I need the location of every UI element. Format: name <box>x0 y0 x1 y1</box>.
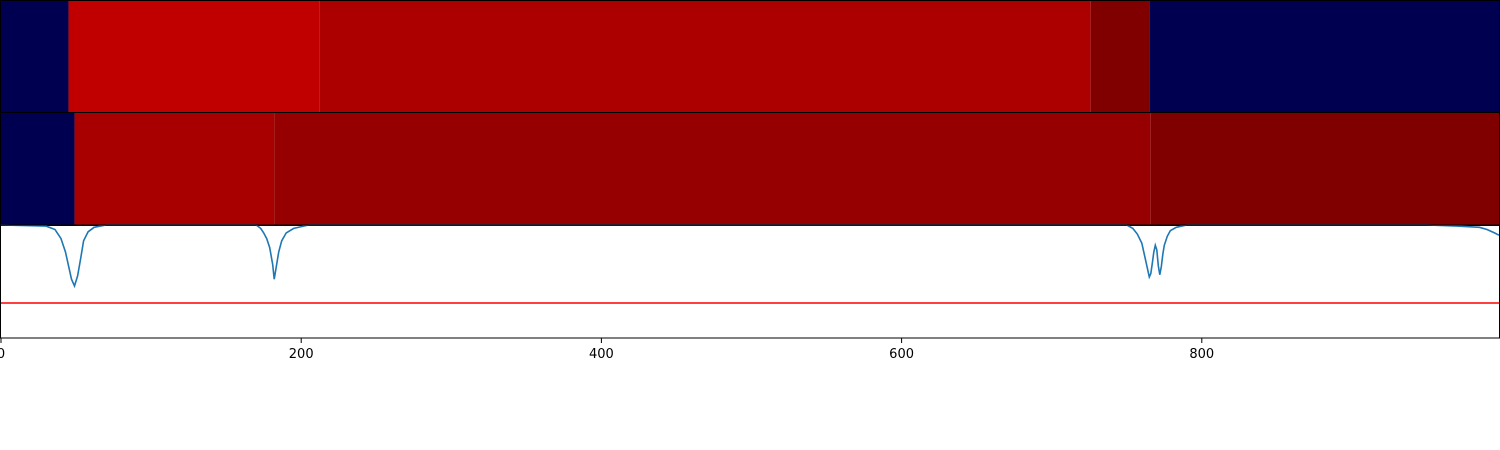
heatmap-cell-1-1 <box>1 1 69 112</box>
x-tick-label-200: 200 <box>289 347 314 362</box>
heatmap-cell-2-2 <box>74 113 275 225</box>
heatmap-cell-1-3 <box>319 1 1091 112</box>
x-tick-label-800: 800 <box>1189 347 1214 362</box>
x-axis: 0 200 400 600 800 <box>0 338 1214 362</box>
heatmap-cell-2-3 <box>274 113 1151 225</box>
heatmap-band-top <box>0 0 1500 113</box>
heatmap-cell-2-4 <box>1150 113 1499 225</box>
heatmap-band-middle <box>0 112 1500 226</box>
signal-frame <box>0 224 1500 339</box>
x-tick-label-600: 600 <box>889 347 914 362</box>
x-tick-label-0: 0 <box>0 347 5 362</box>
signal-line <box>0 224 1500 289</box>
heatmap-cell-2-1 <box>1 113 75 225</box>
signal-plot <box>0 224 1500 339</box>
heatmap-cell-1-2 <box>68 1 320 112</box>
heatmap-cell-1-4 <box>1090 1 1150 112</box>
x-tick-label-400: 400 <box>589 347 614 362</box>
heatmap-cell-1-5 <box>1149 1 1499 112</box>
